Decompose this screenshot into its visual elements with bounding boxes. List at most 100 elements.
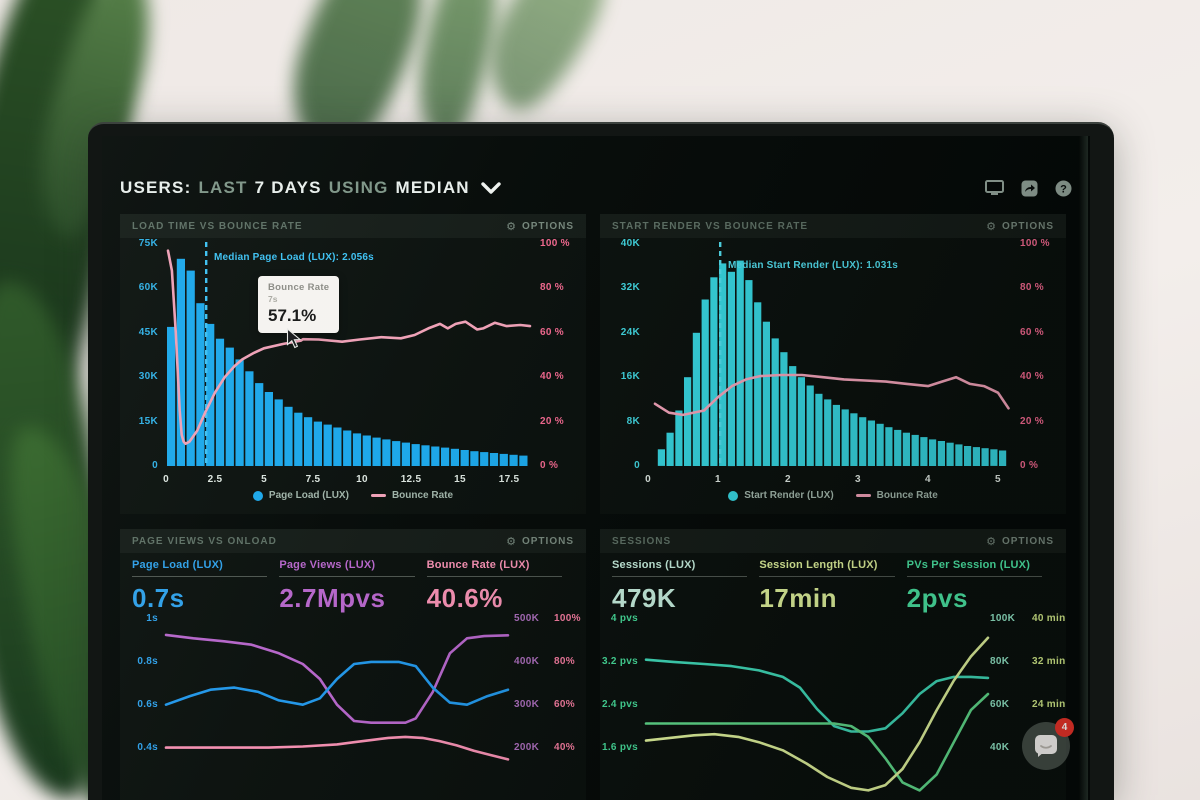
- title-segment: LAST: [198, 178, 248, 197]
- chat-bubble-icon: [1035, 735, 1057, 757]
- axis-tick-label: 0 %: [1020, 460, 1039, 471]
- axis-tick-label: 100 %: [1020, 238, 1050, 249]
- metric-session-length: Session Length (LUX) 17min: [759, 559, 906, 614]
- gear-icon: ⚙: [986, 534, 997, 548]
- axis-tick-label: 1s: [146, 613, 158, 624]
- title-segment: 7 DAYS: [254, 178, 322, 197]
- metric-pvs-per-session: PVs Per Session (LUX) 2pvs: [906, 559, 1054, 614]
- axis-tick-label: 60 %: [540, 326, 564, 338]
- axis-tick-label: 300K: [514, 698, 540, 710]
- title-segment: USING: [328, 178, 389, 197]
- page-views-chart: 1s 0.8s 0.6s 0.4s 500K 400K 300K 200K 100% 80% 60%…: [120, 553, 586, 800]
- panel-title: LOAD TIME VS BOUNCE RATE: [132, 220, 303, 232]
- axis-tick-label: 100 %: [540, 238, 570, 249]
- options-label: OPTIONS: [521, 535, 574, 547]
- metric-label: Bounce Rate (LUX): [426, 559, 530, 571]
- legend-line-swatch: [370, 494, 386, 497]
- axis-tick-label: 60 %: [1020, 326, 1044, 338]
- axis-tick-label: 30K: [138, 371, 158, 383]
- mouse-cursor-icon: [286, 328, 301, 349]
- axis-tick-label: 24K: [620, 326, 640, 338]
- gear-icon: ⚙: [506, 534, 517, 548]
- notification-badge: 4: [1055, 718, 1074, 737]
- axis-tick-label: 10: [356, 474, 368, 485]
- axis-tick-label: 4: [925, 474, 931, 485]
- options-button[interactable]: ⚙ OPTIONS: [986, 221, 1054, 232]
- options-button[interactable]: ⚙ OPTIONS: [506, 536, 574, 547]
- start-render-plot: [653, 242, 1010, 467]
- chat-widget-button[interactable]: 4: [1022, 718, 1074, 770]
- axis-tick-label: 20 %: [1020, 415, 1044, 427]
- legend-label: Page Load (LUX): [268, 490, 349, 501]
- axis-tick-label: 500K: [514, 613, 540, 624]
- axis-tick-label: 15: [454, 474, 466, 485]
- legend-label: Bounce Rate: [391, 490, 454, 501]
- report-title-dropdown[interactable]: USERS: LAST 7 DAYS USING MEDIAN: [120, 178, 501, 198]
- sessions-plot: [644, 636, 990, 792]
- metrics-row: Page Load (LUX) 0.7s Page Views (LUX) 2.…: [132, 559, 574, 614]
- display-icon[interactable]: [985, 180, 1004, 196]
- legend-item[interactable]: Bounce Rate: [855, 490, 938, 501]
- help-icon[interactable]: ?: [1055, 180, 1072, 197]
- axis-tick-label: 15K: [138, 415, 158, 427]
- axis-tick-label: 100K: [990, 613, 1016, 624]
- panel-header: LOAD TIME VS BOUNCE RATE ⚙ OPTIONS: [120, 214, 586, 238]
- metric-value: 479K: [612, 583, 677, 613]
- laptop-screen: USERS: LAST 7 DAYS USING MEDIAN ?: [88, 122, 1114, 800]
- axis-tick-label: 16K: [620, 371, 640, 383]
- panel-header: START RENDER VS BOUNCE RATE ⚙ OPTIONS: [600, 214, 1066, 238]
- legend: Start Render (LUX) Bounce Rate: [600, 490, 1066, 501]
- dashboard: USERS: LAST 7 DAYS USING MEDIAN ?: [102, 136, 1090, 800]
- options-label: OPTIONS: [521, 220, 574, 232]
- axis-tick-label: 0 %: [540, 460, 559, 471]
- axis-tick-label: 32 min: [1032, 655, 1066, 667]
- metric-divider: [279, 576, 415, 577]
- title-segment: MEDIAN: [395, 178, 470, 197]
- panel-title: START RENDER VS BOUNCE RATE: [612, 220, 809, 232]
- metric-sessions: Sessions (LUX) 479K: [612, 559, 759, 614]
- axis-tick-label: 5: [995, 474, 1001, 485]
- gear-icon: ⚙: [506, 219, 517, 233]
- options-label: OPTIONS: [1001, 220, 1054, 232]
- axis-tick-label: 40K: [990, 741, 1010, 753]
- axis-tick-label: 1: [715, 474, 721, 485]
- load-time-plot: [166, 242, 532, 466]
- axis-tick-label: 24 min: [1032, 698, 1066, 710]
- metric-value: 2.7Mpvs: [279, 583, 386, 613]
- axis-tick-label: 3.2 pvs: [601, 655, 638, 667]
- panel-load-time-vs-bounce-rate: LOAD TIME VS BOUNCE RATE ⚙ OPTIONS Media…: [120, 214, 586, 514]
- metric-divider: [426, 576, 562, 577]
- metric-page-views: Page Views (LUX) 2.7Mpvs: [279, 559, 426, 614]
- axis-tick-label: 100%: [554, 613, 581, 624]
- legend-dot-swatch: [728, 490, 739, 501]
- panel-start-render-vs-bounce-rate: START RENDER VS BOUNCE RATE ⚙ OPTIONS Me…: [600, 214, 1066, 514]
- axis-tick-label: 32K: [620, 282, 640, 294]
- legend-item[interactable]: Bounce Rate: [370, 490, 454, 501]
- axis-tick-label: 12.5: [400, 474, 422, 485]
- legend: Page Load (LUX) Bounce Rate: [120, 490, 586, 501]
- axis-tick-label: 0.6s: [137, 698, 158, 710]
- panel-sessions: SESSIONS ⚙ OPTIONS Sessions (LUX) 479K S…: [600, 529, 1066, 800]
- legend-label: Start Render (LUX): [744, 490, 834, 501]
- axis-tick-label: 1.6 pvs: [601, 741, 638, 753]
- median-annotation: Median Start Render (LUX): 1.031s: [728, 260, 898, 271]
- options-button[interactable]: ⚙ OPTIONS: [986, 536, 1054, 547]
- options-button[interactable]: ⚙ OPTIONS: [506, 221, 574, 232]
- metric-label: Page Views (LUX): [279, 559, 376, 571]
- axis-tick-label: 2: [785, 474, 791, 485]
- bezel-reflection: [1079, 136, 1088, 800]
- metric-page-load: Page Load (LUX) 0.7s: [132, 559, 279, 614]
- metric-divider: [906, 576, 1042, 577]
- panel-header: SESSIONS ⚙ OPTIONS: [600, 529, 1066, 553]
- metric-label: Session Length (LUX): [759, 559, 878, 571]
- axis-tick-label: 60%: [554, 698, 575, 710]
- legend-item[interactable]: Start Render (LUX): [728, 490, 834, 501]
- load-time-chart: Median Page Load (LUX): 2.056s Bounce Ra…: [120, 238, 586, 514]
- axis-tick-label: 0.4s: [137, 741, 158, 753]
- axis-tick-label: 3: [855, 474, 861, 485]
- axis-tick-label: 80 %: [540, 282, 564, 294]
- axis-tick-label: 0: [152, 460, 158, 471]
- share-icon[interactable]: [1021, 180, 1038, 197]
- bounce-rate-tooltip: Bounce Rate 7s 57.1%: [258, 276, 340, 333]
- legend-item[interactable]: Page Load (LUX): [252, 490, 349, 501]
